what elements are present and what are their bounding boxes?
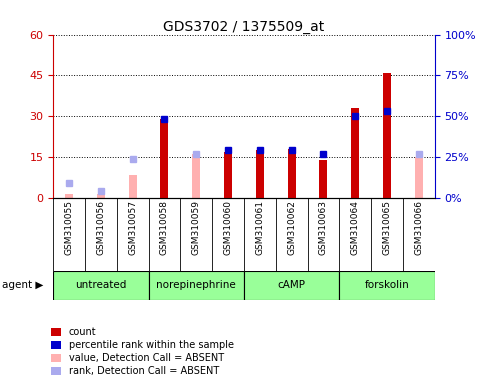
Bar	[160, 119, 169, 198]
Title: GDS3702 / 1375509_at: GDS3702 / 1375509_at	[163, 20, 325, 33]
Text: GSM310061: GSM310061	[256, 200, 264, 255]
Bar	[383, 73, 391, 198]
Text: GSM310065: GSM310065	[383, 200, 392, 255]
Legend: count, percentile rank within the sample, value, Detection Call = ABSENT, rank, : count, percentile rank within the sample…	[48, 324, 237, 379]
Text: GSM310056: GSM310056	[96, 200, 105, 255]
Text: GSM310064: GSM310064	[351, 200, 360, 255]
Text: GSM310058: GSM310058	[160, 200, 169, 255]
Text: untreated: untreated	[75, 280, 127, 290]
Text: GSM310060: GSM310060	[224, 200, 232, 255]
Text: agent ▶: agent ▶	[2, 280, 44, 290]
Text: GSM310062: GSM310062	[287, 200, 296, 255]
Bar	[149, 271, 244, 300]
Text: GSM310066: GSM310066	[414, 200, 423, 255]
Bar	[351, 108, 359, 198]
Bar	[97, 194, 105, 198]
Bar	[53, 271, 149, 300]
Bar	[244, 271, 339, 300]
Text: GSM310055: GSM310055	[65, 200, 73, 255]
Text: cAMP: cAMP	[278, 280, 306, 290]
Bar	[65, 194, 73, 198]
Text: GSM310057: GSM310057	[128, 200, 137, 255]
Bar	[128, 175, 137, 198]
Bar	[224, 152, 232, 198]
Bar	[256, 150, 264, 198]
Bar	[319, 160, 327, 198]
Text: forskolin: forskolin	[365, 280, 410, 290]
Text: GSM310059: GSM310059	[192, 200, 201, 255]
Bar	[192, 154, 200, 198]
Text: GSM310063: GSM310063	[319, 200, 328, 255]
Bar	[415, 157, 423, 198]
Bar	[339, 271, 435, 300]
Bar	[288, 149, 296, 198]
Text: norepinephrine: norepinephrine	[156, 280, 236, 290]
